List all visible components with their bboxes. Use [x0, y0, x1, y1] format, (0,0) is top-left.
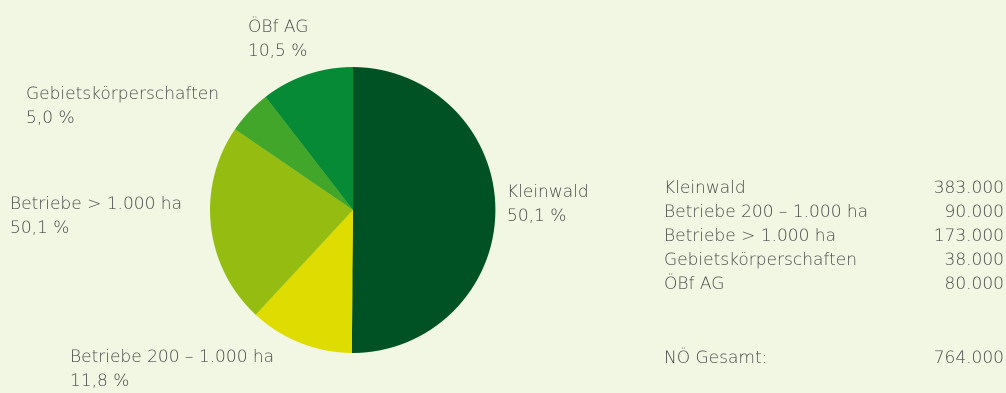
pie-slice-2 [209, 129, 353, 315]
table-row: Kleinwald 383.000 [664, 176, 1004, 200]
slice-label-betriebe-200-1000: Betriebe 200 – 1.000 ha 11,8 % [70, 345, 274, 393]
table-row-label: Gebietskörperschaften [664, 250, 857, 270]
table-row-label: Kleinwald [664, 178, 746, 198]
pie-slice-1 [255, 210, 353, 353]
slice-label-percent: 50,1 % [507, 206, 567, 226]
table-row-value: 38.000 [944, 250, 1004, 270]
table-row: Betriebe 200 – 1.000 ha 90.000 [664, 200, 1004, 224]
pie-slice-0 [351, 67, 496, 354]
value-table: Kleinwald 383.000 Betriebe 200 – 1.000 h… [664, 176, 1004, 370]
table-row-value: 80.000 [944, 274, 1004, 294]
table-row: ÖBf AG 80.000 [664, 272, 1004, 296]
table-row-value: 173.000 [933, 226, 1004, 246]
slice-label-name: Gebietskörperschaften [26, 84, 219, 104]
slice-label-kleinwald: Kleinwald 50,1 % [507, 180, 589, 228]
total-row: NÖ Gesamt: 764.000 [664, 346, 1004, 370]
slice-label-percent: 11,8 % [70, 371, 130, 391]
slice-label-name: Betriebe 200 – 1.000 ha [70, 347, 275, 367]
slice-label-name: ÖBf AG [248, 17, 309, 37]
pie-slice-3 [235, 96, 353, 210]
table-row: Gebietskörperschaften 38.000 [664, 248, 1004, 272]
table-row: Betriebe > 1.000 ha 173.000 [664, 224, 1004, 248]
table-row-value: 383.000 [933, 178, 1004, 198]
slice-label-gebietskoerperschaften: Gebietskörperschaften 5,0 % [26, 82, 219, 130]
total-label: NÖ Gesamt: [664, 348, 768, 368]
total-value: 764.000 [933, 348, 1004, 368]
slice-label-oebf-ag: ÖBf AG 10,5 % [248, 15, 308, 63]
table-row-label: Betriebe 200 – 1.000 ha [664, 202, 869, 222]
slice-label-betriebe-1000: Betriebe > 1.000 ha 50,1 % [10, 192, 182, 240]
slice-label-percent: 10,5 % [248, 41, 308, 61]
slice-label-name: Kleinwald [507, 182, 589, 202]
slice-label-name: Betriebe > 1.000 ha [10, 194, 182, 214]
table-row-value: 90.000 [944, 202, 1004, 222]
pie-slice-4 [265, 67, 353, 210]
slice-label-percent: 5,0 % [26, 108, 75, 128]
table-row-label: ÖBf AG [664, 274, 725, 294]
slice-label-percent: 50,1 % [10, 218, 70, 238]
table-row-label: Betriebe > 1.000 ha [664, 226, 836, 246]
